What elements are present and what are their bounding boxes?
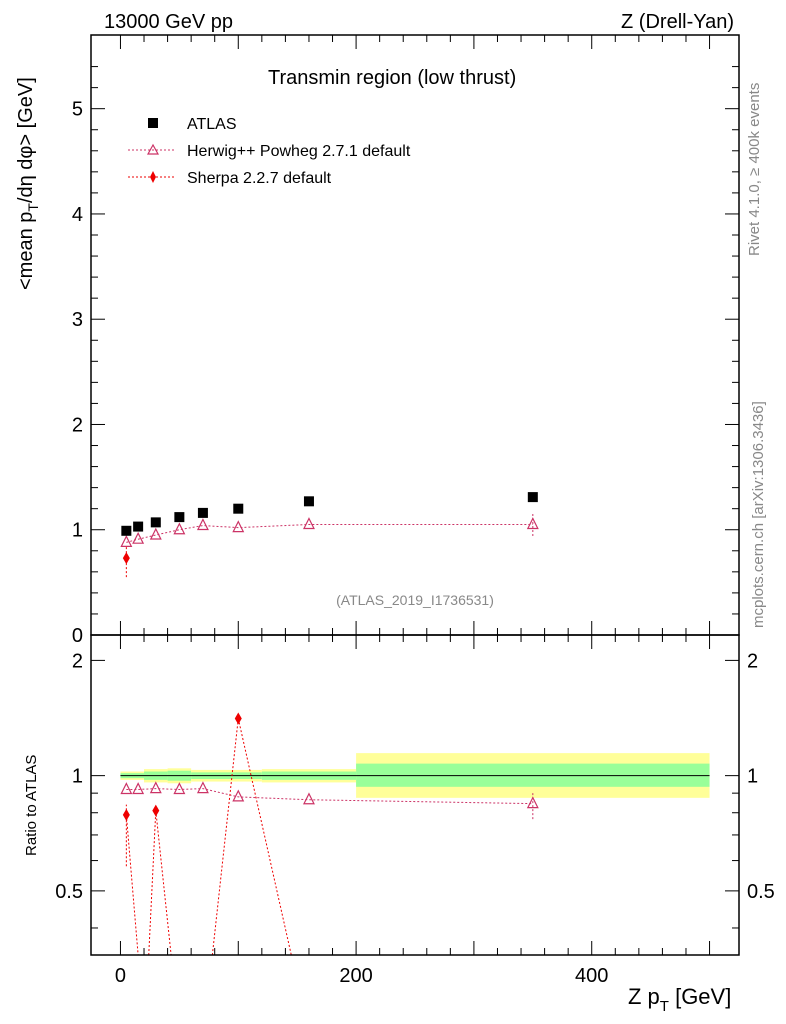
ratio-herwig-point — [302, 792, 315, 805]
herwig-point — [173, 522, 186, 535]
header-left: 13000 GeV pp — [104, 11, 233, 33]
ratio-ylabel: Ratio to ATLAS — [23, 755, 40, 856]
ratio-herwig-point — [149, 781, 162, 794]
ratio-ytick-label-left: 0.5 — [55, 881, 83, 903]
ratio-frame — [90, 634, 740, 956]
atlas-point — [150, 517, 161, 528]
atlas-point — [133, 521, 144, 532]
svg-text:Z pT [GeV]: Z pT [GeV] — [628, 984, 731, 1015]
x-axis-title: Z pT [GeV] — [628, 984, 731, 1015]
sherpa-point — [122, 552, 130, 565]
svg-text:<mean pT/dη dφ> [GeV]: <mean pT/dη dφ> [GeV] — [15, 77, 41, 290]
header-right: Z (Drell-Yan) — [621, 11, 734, 33]
main-ytick-label: 5 — [72, 99, 83, 121]
ratio-herwig-point — [120, 782, 133, 795]
rivet-label: Rivet 4.1.0, ≥ 400k events — [746, 83, 763, 256]
ratio-ytick-label-left: 2 — [72, 650, 83, 672]
atlas-point — [527, 492, 538, 503]
herwig-point — [132, 531, 145, 544]
atlas-point — [233, 503, 244, 514]
herwig-point — [149, 527, 162, 540]
ratio-ytick-label-right: 1 — [747, 766, 758, 788]
legend-marker-herwig — [146, 143, 160, 155]
ratio-sherpa-line — [125, 814, 139, 956]
watermark: (ATLAS_2019_I1736531) — [336, 592, 494, 608]
legend-label-atlas: ATLAS — [187, 116, 237, 133]
ratio-sherpa-line — [237, 718, 292, 956]
ratio-herwig-point — [232, 789, 245, 802]
herwig-point — [232, 520, 245, 533]
ratio-sherpa-line — [155, 810, 172, 956]
ratio-panel: 0.5 0.5 1 1 2 2 0 200 400 — [55, 634, 775, 987]
legend-label-herwig: Herwig++ Powheg 2.7.1 default — [187, 143, 411, 160]
ratio-ytick-label-right: 2 — [747, 650, 758, 672]
ratio-sherpa-point — [122, 808, 130, 821]
herwig-line — [126, 523, 533, 543]
legend: ATLAS Herwig++ Powheg 2.7.1 default Sher… — [128, 116, 411, 187]
ratio-xtick-label: 400 — [575, 965, 608, 987]
ratio-xtick-label: 0 — [115, 965, 126, 987]
main-ytick-label: 0 — [72, 625, 83, 647]
main-ytick-label: 2 — [72, 414, 83, 436]
main-ylabel: <mean pT/dη dφ> [GeV] — [15, 77, 41, 290]
main-panel: Transmin region (low thrust) 0 1 2 3 4 5 (ATL… — [72, 34, 740, 647]
ratio-herwig-point — [196, 781, 209, 794]
herwig-point — [526, 517, 539, 530]
ratio-herwig-point — [526, 796, 539, 809]
herwig-point — [120, 535, 133, 547]
legend-label-sherpa: Sherpa 2.2.7 default — [187, 170, 332, 187]
legend-marker-atlas — [148, 118, 158, 128]
mcplots-label: mcplots.cern.ch [arXiv:1306.3436] — [750, 401, 767, 628]
main-title: Transmin region (low thrust) — [268, 67, 516, 89]
main-ytick-label: 3 — [72, 309, 83, 331]
herwig-point — [196, 518, 209, 531]
ratio-xtick-label: 200 — [339, 965, 372, 987]
atlas-point — [121, 525, 132, 536]
legend-marker-sherpa — [150, 171, 156, 183]
ratio-ytick-label-right: 0.5 — [747, 881, 775, 903]
ratio-sherpa-point — [234, 712, 242, 725]
atlas-point — [303, 496, 314, 507]
ratio-sherpa-line — [148, 810, 157, 956]
ratio-herwig-point — [173, 782, 186, 795]
herwig-point — [302, 517, 315, 530]
ratio-ytick-label-left: 1 — [72, 766, 83, 788]
atlas-point — [197, 507, 208, 518]
ratio-herwig-point — [132, 782, 145, 795]
ratio-sherpa-point — [152, 804, 160, 817]
ratio-herwig-line — [126, 788, 533, 805]
main-ytick-label: 1 — [72, 520, 83, 542]
ratio-sherpa-line — [211, 718, 239, 956]
atlas-point — [174, 512, 185, 523]
main-ytick-label: 4 — [72, 204, 83, 226]
